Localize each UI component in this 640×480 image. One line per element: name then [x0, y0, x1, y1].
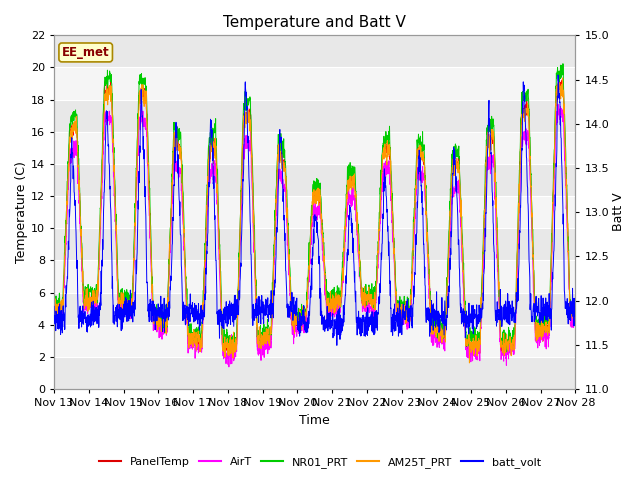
Y-axis label: Temperature (C): Temperature (C) — [15, 161, 28, 263]
Bar — [54, 228, 575, 261]
Bar — [54, 68, 575, 100]
Bar — [54, 324, 575, 357]
Text: EE_met: EE_met — [62, 46, 109, 59]
Bar — [54, 100, 575, 132]
Bar — [54, 357, 575, 389]
Bar — [54, 292, 575, 324]
Bar — [54, 196, 575, 228]
X-axis label: Time: Time — [300, 414, 330, 427]
Bar — [54, 132, 575, 164]
Bar — [54, 261, 575, 292]
Y-axis label: Batt V: Batt V — [612, 193, 625, 231]
Title: Temperature and Batt V: Temperature and Batt V — [223, 15, 406, 30]
Bar — [54, 36, 575, 68]
Legend: PanelTemp, AirT, NR01_PRT, AM25T_PRT, batt_volt: PanelTemp, AirT, NR01_PRT, AM25T_PRT, ba… — [94, 452, 546, 472]
Bar — [54, 164, 575, 196]
